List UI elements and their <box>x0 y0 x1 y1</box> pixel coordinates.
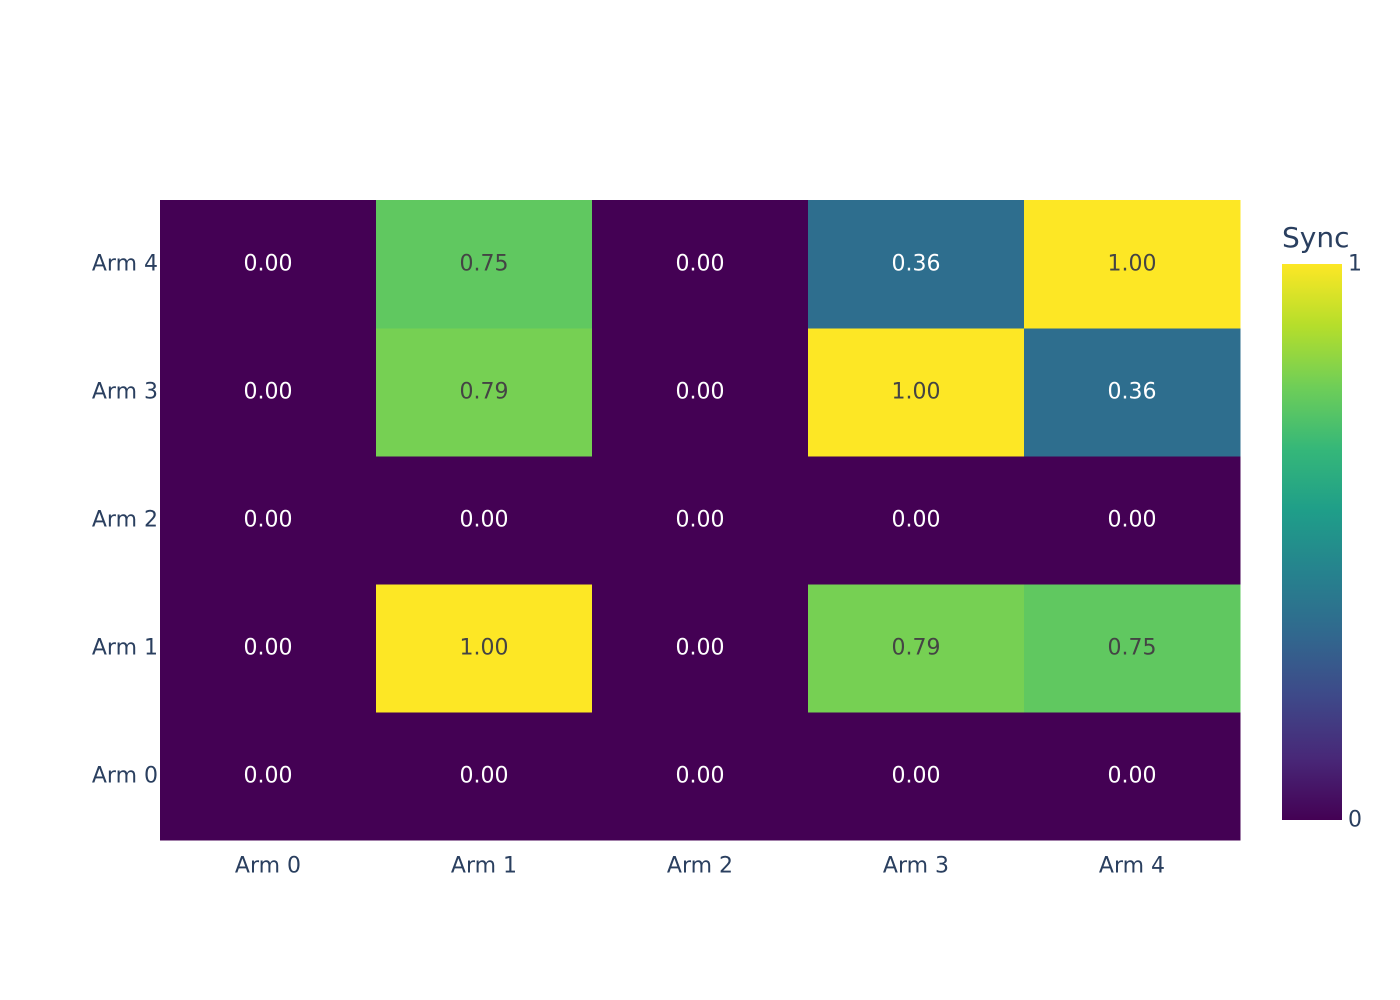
heatmap-cell-value: 0.00 <box>244 508 293 533</box>
colorbar-gradient-bar <box>1282 264 1342 820</box>
y-tick-label: Arm 1 <box>92 636 158 661</box>
heatmap-cell-arm-2-arm-4 <box>1024 456 1241 585</box>
x-axis-tick-labels: Arm 0 Arm 1 Arm 2 Arm 3 Arm 4 <box>235 854 1165 879</box>
colorbar-tick-max: 1 <box>1348 252 1362 277</box>
heatmap-cell-arm-1-arm-0 <box>160 584 377 713</box>
heatmap-cell-arm-1-arm-1 <box>376 584 593 713</box>
heatmap-cell-value: 0.00 <box>1108 764 1157 789</box>
heatmap-cell-arm-1-arm-2 <box>592 584 809 713</box>
y-axis-tick-labels: Arm 0 Arm 1 Arm 2 Arm 3 Arm 4 <box>92 252 158 789</box>
heatmap-cell-arm-2-arm-0 <box>160 456 377 585</box>
heatmap-cell-arm-3-arm-4 <box>1024 328 1241 457</box>
heatmap-cell-arm-1-arm-4 <box>1024 584 1241 713</box>
heatmap-cell-arm-0-arm-1 <box>376 712 593 841</box>
heatmap-cell-labels: 0.00 0.00 0.00 0.00 0.00 0.00 1.00 0.00 0.79 0.75… <box>244 252 1157 789</box>
heatmap-cells <box>160 200 1241 841</box>
heatmap-cell-value: 1.00 <box>892 380 941 405</box>
heatmap-cell-arm-4-arm-1 <box>376 200 593 329</box>
heatmap-cell-value: 1.00 <box>1108 252 1157 277</box>
heatmap-cell-value: 0.00 <box>676 380 725 405</box>
x-tick-label: Arm 0 <box>235 854 301 879</box>
heatmap-cell-value: 0.00 <box>460 764 509 789</box>
heatmap-cell-value: 0.00 <box>460 508 509 533</box>
heatmap-cell-value: 0.00 <box>676 636 725 661</box>
y-tick-label: Arm 3 <box>92 380 158 405</box>
x-tick-label: Arm 1 <box>451 854 517 879</box>
heatmap-cell-value: 0.00 <box>892 764 941 789</box>
heatmap-cell-arm-3-arm-3 <box>808 328 1025 457</box>
y-tick-label: Arm 4 <box>92 252 158 277</box>
heatmap-cell-arm-0-arm-4 <box>1024 712 1241 841</box>
y-tick-label: Arm 0 <box>92 764 158 789</box>
heatmap-cell-arm-0-arm-0 <box>160 712 377 841</box>
heatmap-cell-arm-1-arm-3 <box>808 584 1025 713</box>
x-tick-label: Arm 3 <box>883 854 949 879</box>
heatmap-cell-arm-2-arm-2 <box>592 456 809 585</box>
colorbar-title: Sync <box>1282 221 1349 254</box>
heatmap-cell-value: 0.00 <box>244 252 293 277</box>
y-tick-label: Arm 2 <box>92 508 158 533</box>
heatmap-cell-arm-0-arm-3 <box>808 712 1025 841</box>
heatmap-cell-arm-3-arm-0 <box>160 328 377 457</box>
heatmap-cell-value: 0.00 <box>676 764 725 789</box>
heatmap-cell-arm-2-arm-1 <box>376 456 593 585</box>
heatmap-cell-value: 0.75 <box>460 252 509 277</box>
heatmap-cell-value: 0.00 <box>244 764 293 789</box>
heatmap-cell-arm-3-arm-2 <box>592 328 809 457</box>
heatmap-cell-arm-4-arm-2 <box>592 200 809 329</box>
heatmap-cell-value: 1.00 <box>460 636 509 661</box>
heatmap-cell-arm-3-arm-1 <box>376 328 593 457</box>
colorbar-tick-min: 0 <box>1348 808 1362 833</box>
heatmap-cell-arm-4-arm-3 <box>808 200 1025 329</box>
heatmap-cell-arm-0-arm-2 <box>592 712 809 841</box>
heatmap-cell-value: 0.79 <box>460 380 509 405</box>
heatmap-cell-arm-4-arm-0 <box>160 200 377 329</box>
heatmap-cell-value: 0.00 <box>892 508 941 533</box>
heatmap-cell-value: 0.75 <box>1108 636 1157 661</box>
heatmap-cell-value: 0.00 <box>676 252 725 277</box>
colorbar: Sync 1 0 <box>1282 221 1362 833</box>
heatmap-cell-arm-4-arm-4 <box>1024 200 1241 329</box>
heatmap-cell-value: 0.00 <box>244 636 293 661</box>
x-tick-label: Arm 4 <box>1099 854 1165 879</box>
heatmap-cell-value: 0.00 <box>244 380 293 405</box>
heatmap-cell-value: 0.36 <box>1108 380 1157 405</box>
x-tick-label: Arm 2 <box>667 854 733 879</box>
heatmap-cell-arm-2-arm-3 <box>808 456 1025 585</box>
heatmap-cell-value: 0.00 <box>676 508 725 533</box>
heatmap-cell-value: 0.00 <box>1108 508 1157 533</box>
heatmap-cell-value: 0.79 <box>892 636 941 661</box>
heatmap-cell-value: 0.36 <box>892 252 941 277</box>
